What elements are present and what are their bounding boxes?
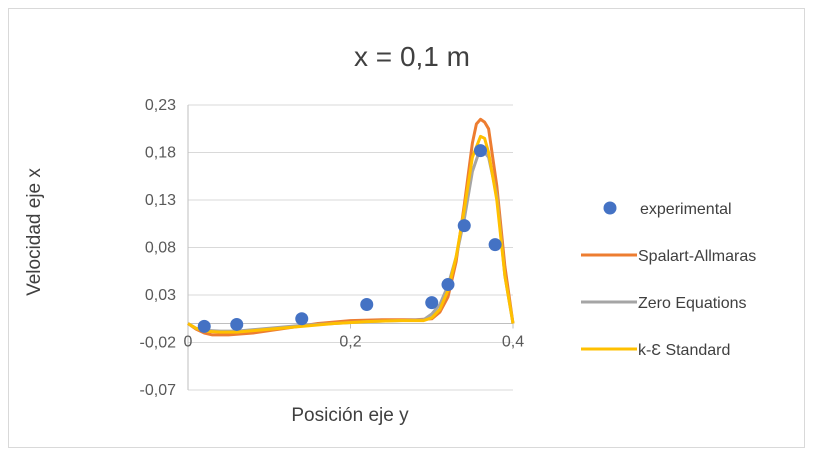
data-point (425, 296, 439, 310)
series-line-k-standard (187, 134, 515, 334)
data-point (488, 238, 502, 252)
legend: experimental Spalart-Allmaras Zero Equatio… (581, 201, 756, 359)
x-axis-title: Posición eje y (291, 405, 409, 426)
y-axis-title: Velocidad eje x (24, 168, 45, 296)
data-point (441, 278, 455, 292)
x-tick-label: 0,4 (502, 334, 524, 351)
data-point (197, 319, 211, 333)
y-tick-label: -0,07 (140, 382, 177, 399)
legend-marker-experimental (603, 201, 617, 215)
legend-label: Spalart-Allmaras (638, 248, 756, 265)
legend-label: experimental (640, 201, 732, 218)
data-point (457, 219, 471, 233)
x-tick-label: 0,2 (339, 334, 361, 351)
y-tick-label: 0,23 (145, 97, 176, 114)
data-point (295, 312, 309, 326)
series-line-zero-equations (187, 146, 515, 333)
data-point (230, 317, 244, 331)
data-point (474, 144, 487, 158)
chart-title: x = 0,1 m (354, 41, 470, 72)
data-point (360, 298, 374, 311)
legend-label: Zero Equations (638, 295, 747, 312)
y-tick-label: -0,02 (140, 335, 177, 352)
x-tick-label: 0 (184, 334, 193, 351)
y-tick-label: 0,18 (145, 145, 176, 162)
y-tick-label: 0,03 (145, 287, 176, 304)
chart-area (8, 8, 805, 448)
y-tick-label: 0,13 (145, 192, 176, 209)
legend-label: k-Ɛ Standard (638, 342, 730, 359)
y-tick-label: 0,08 (145, 240, 176, 257)
